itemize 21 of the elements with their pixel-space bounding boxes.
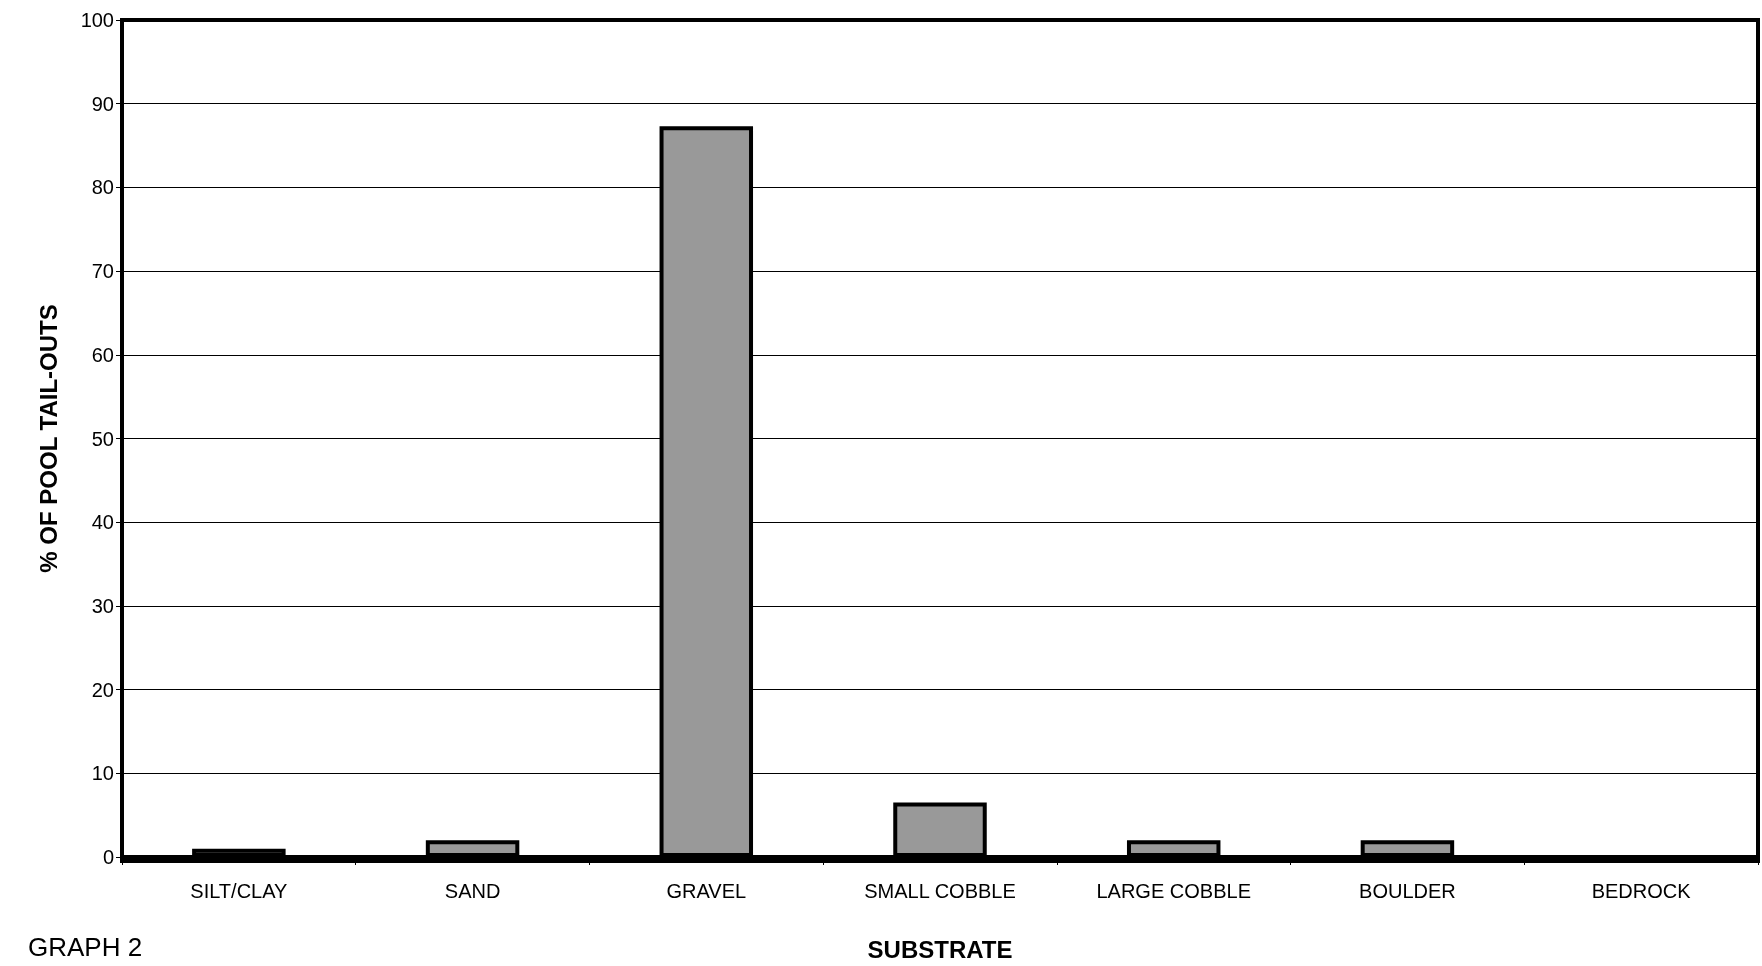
y-tick-label: 80 bbox=[91, 176, 114, 199]
x-tick-label: SMALL COBBLE bbox=[864, 880, 1016, 902]
x-tick-label: SAND bbox=[444, 880, 501, 902]
x-tick-label: BOULDER bbox=[1359, 880, 1456, 902]
x-axis-title: SUBSTRATE bbox=[867, 935, 1013, 963]
y-axis-title: % OF POOL TAIL-OUTS bbox=[34, 304, 62, 573]
x-tick-label: SILT/CLAY bbox=[190, 880, 288, 902]
caption: GRAPH 2 bbox=[28, 932, 143, 962]
y-tick-label: 50 bbox=[91, 427, 114, 450]
x-tick-label: BEDROCK bbox=[1591, 880, 1692, 902]
y-tick-label: 20 bbox=[91, 678, 114, 701]
y-tick-label: 10 bbox=[91, 762, 114, 785]
y-tick-label: 60 bbox=[91, 343, 114, 366]
x-tick-label: LARGE COBBLE bbox=[1096, 880, 1251, 902]
y-tick-label: 100 bbox=[80, 9, 114, 31]
y-tick-label: 90 bbox=[91, 92, 114, 115]
y-tick-label: 70 bbox=[91, 260, 114, 283]
y-tick-label: 40 bbox=[91, 511, 114, 534]
y-tick-label: 30 bbox=[91, 594, 114, 617]
y-tick-label: 0 bbox=[102, 846, 114, 868]
x-tick-label: GRAVEL bbox=[666, 880, 747, 902]
